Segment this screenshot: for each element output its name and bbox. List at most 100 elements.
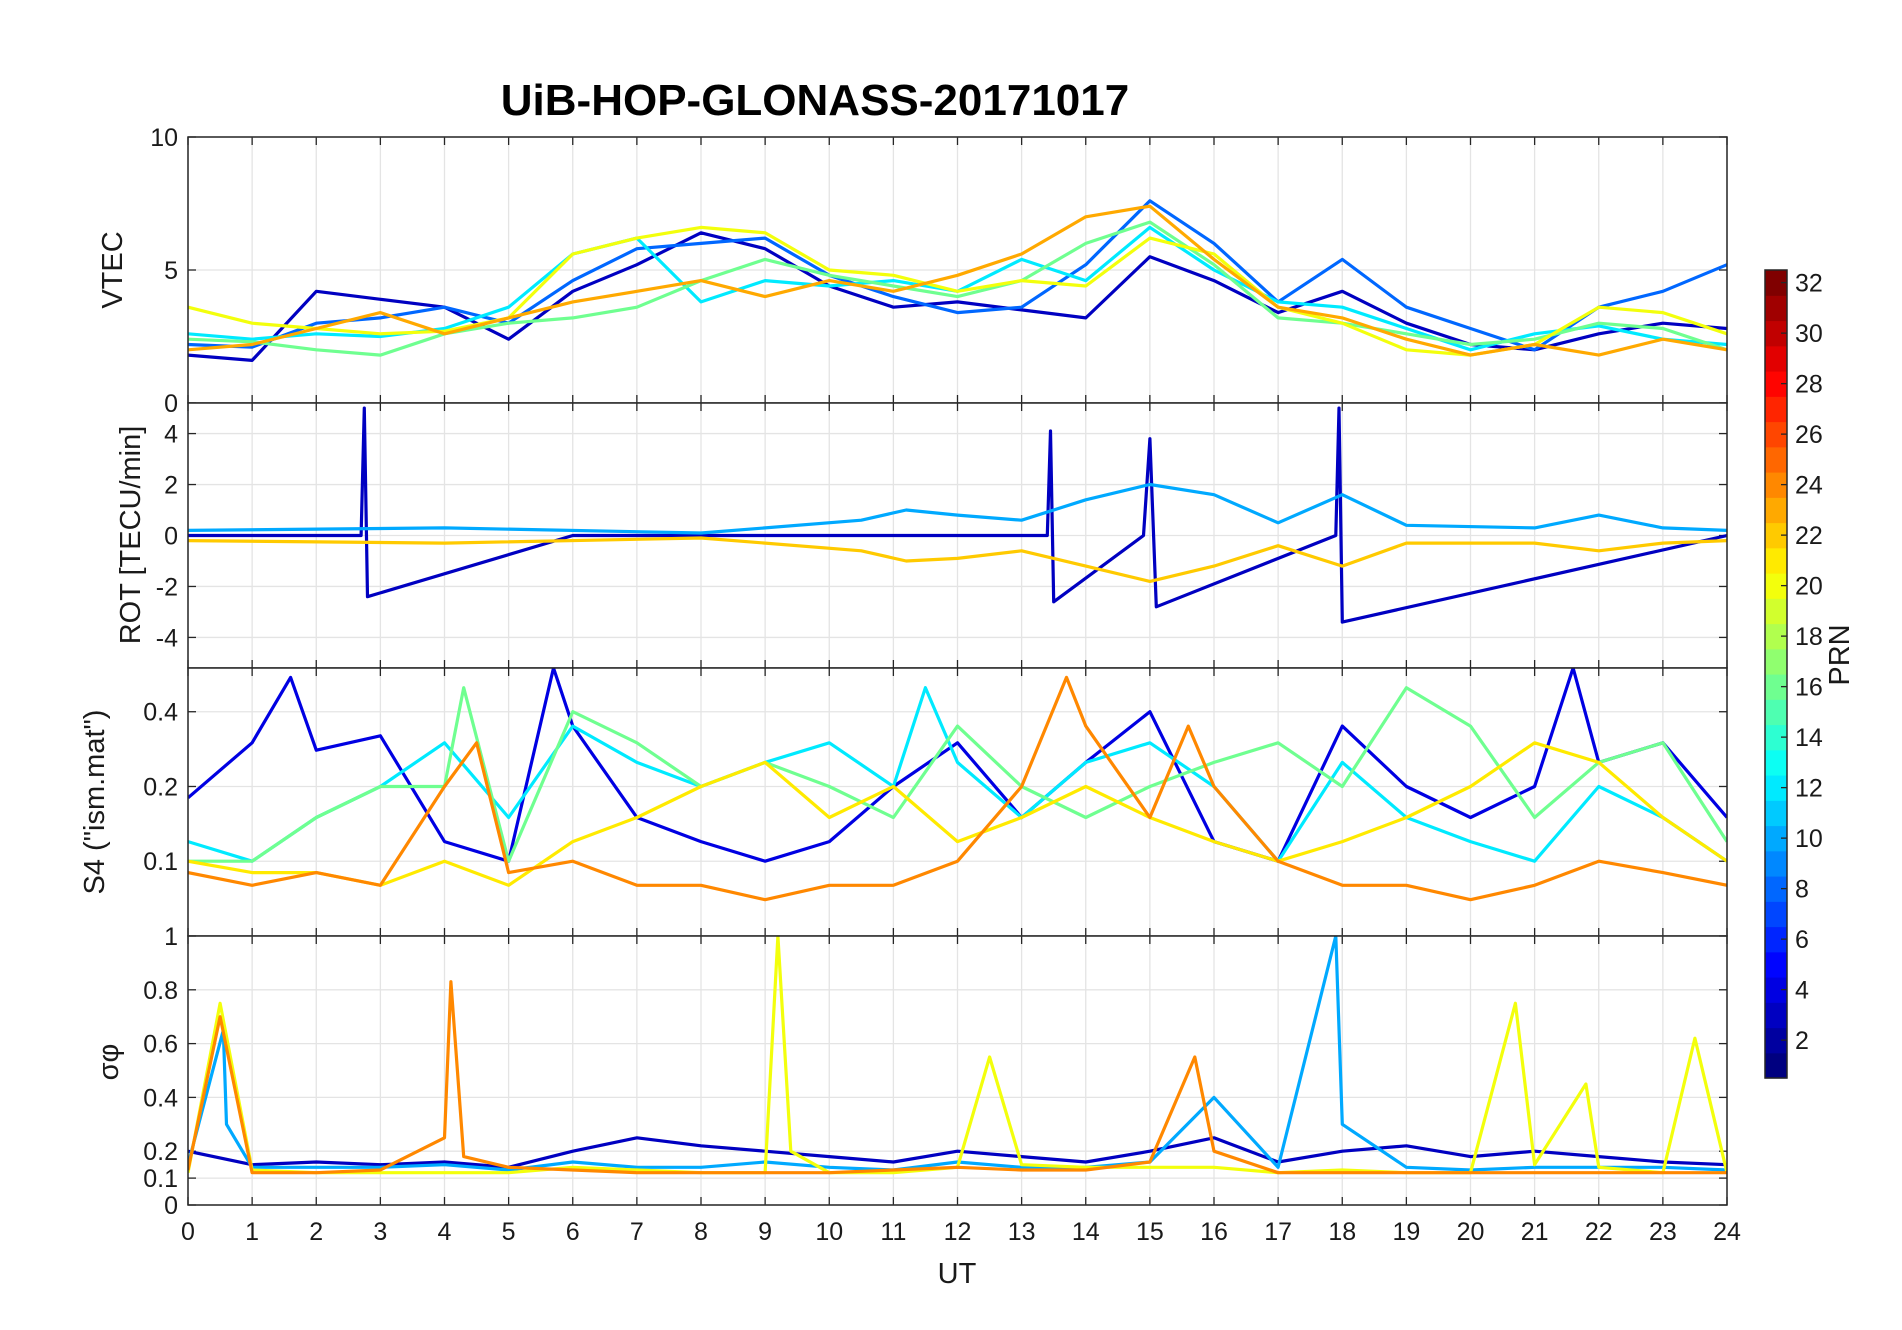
colorbar-segment: [1765, 522, 1787, 549]
colorbar-tick-label: 28: [1795, 371, 1823, 399]
colorbar-segment: [1765, 825, 1787, 852]
colorbar-segment: [1765, 977, 1787, 1003]
colorbar-tick-label: 14: [1795, 724, 1823, 752]
colorbar-tick-label: 12: [1795, 775, 1823, 803]
series-line-prn-10: [188, 482, 1727, 535]
x-tick-label: 1: [245, 1218, 259, 1246]
x-tick-label: 22: [1585, 1218, 1613, 1246]
colorbar-tick-label: 26: [1795, 421, 1823, 449]
y-tick-label: 0.2: [143, 1138, 178, 1166]
colorbar-segment: [1765, 901, 1787, 928]
x-tick-label: 7: [630, 1218, 644, 1246]
x-tick-label: 23: [1649, 1218, 1677, 1246]
colorbar-segment: [1765, 749, 1787, 776]
colorbar-tick-label: 32: [1795, 270, 1823, 298]
colorbar-tick-label: 22: [1795, 522, 1823, 550]
y-tick-label: 0.6: [143, 1031, 178, 1059]
series-group: [188, 199, 1727, 362]
colorbar-segment: [1765, 547, 1787, 574]
x-tick-label: 3: [373, 1218, 387, 1246]
y-axis-label: σφ: [93, 1044, 125, 1081]
x-tick-label: 20: [1457, 1218, 1485, 1246]
colorbar-tick-label: 18: [1795, 623, 1823, 651]
colorbar-segment: [1765, 648, 1787, 675]
colorbar-segment: [1765, 598, 1787, 625]
series-line-prn-10: [188, 936, 1727, 1172]
y-tick-label: 0.1: [143, 848, 178, 876]
colorbar-segment: [1765, 472, 1787, 498]
colorbar-segment: [1765, 926, 1787, 953]
colorbar-segment: [1765, 396, 1787, 423]
x-tick-label: 14: [1072, 1218, 1100, 1246]
panel-vtec: 0 5 10 VTEC: [97, 124, 1728, 418]
x-tick-label: 24: [1713, 1218, 1741, 1246]
colorbar-tick-label: 16: [1795, 674, 1823, 702]
x-tick-label: 6: [566, 1218, 580, 1246]
x-axis-label: UT: [938, 1258, 977, 1290]
y-tick-label: 4: [164, 421, 178, 449]
colorbar-label: PRN: [1824, 624, 1856, 685]
series-line-prn-23: [188, 204, 1727, 357]
series-line-prn-12: [188, 686, 1727, 863]
x-tick-label: 9: [758, 1218, 772, 1246]
colorbar-segment: [1765, 623, 1787, 650]
y-tick-label: 0.4: [143, 699, 178, 727]
series-group: [188, 936, 1727, 1175]
x-tick-label: 11: [880, 1218, 906, 1246]
y-tick-label: -2: [156, 573, 178, 601]
colorbar-tick-label: 8: [1795, 876, 1809, 904]
colorbar-segment: [1765, 951, 1787, 978]
x-tick-label: 17: [1264, 1218, 1292, 1246]
colorbar-tick-label: 2: [1795, 1027, 1809, 1055]
y-tick-label: 0: [164, 390, 178, 418]
x-tick-label: 5: [502, 1218, 516, 1246]
colorbar-segment: [1765, 1052, 1787, 1079]
axes-frame: [187, 935, 1728, 1206]
y-tick-label: 0.8: [143, 977, 178, 1005]
x-tick-label: 21: [1521, 1218, 1549, 1246]
colorbar-segment: [1765, 876, 1787, 902]
colorbar-segment: [1765, 699, 1787, 726]
colorbar-tick-label: 24: [1795, 472, 1823, 500]
chart-title: UiB-HOP-GLONASS-20171017: [501, 76, 1129, 125]
colorbar-segment: [1765, 497, 1787, 524]
colorbar-segment: [1765, 674, 1787, 700]
colorbar-tick-label: 4: [1795, 977, 1809, 1005]
series-line-prn-22: [188, 536, 1727, 583]
x-tick-label: 12: [944, 1218, 972, 1246]
colorbar-segment: [1765, 371, 1787, 397]
x-tick-label: 19: [1392, 1218, 1420, 1246]
y-axis-label: VTEC: [97, 231, 129, 308]
x-tick-label: 18: [1328, 1218, 1356, 1246]
colorbar-frame: [1764, 269, 1788, 1079]
panel-s4: 0.1 0.2 0.4 S4 ("ism.mat"): [79, 667, 1728, 937]
series-line-prn-20: [188, 936, 1727, 1175]
colorbar-tick-label: 6: [1795, 926, 1809, 954]
colorbar-segment: [1765, 800, 1787, 827]
colorbar-segment: [1765, 270, 1787, 296]
colorbar-segment: [1765, 446, 1787, 473]
series-line-prn-8: [188, 199, 1727, 352]
x-tick-label: 15: [1136, 1218, 1164, 1246]
y-axis-label: ROT [TECU/min]: [115, 426, 147, 645]
colorbar-segment: [1765, 295, 1787, 322]
x-tick-label: 10: [815, 1218, 843, 1246]
panel-rot: -4 -2 0 2 4 ROT [TECU/min]: [115, 402, 1728, 669]
colorbar-tick-label: 30: [1795, 320, 1823, 348]
series-line-prn-3: [188, 406, 1727, 624]
x-tick-label: 13: [1008, 1218, 1036, 1246]
series-line-prn-21: [188, 741, 1727, 887]
y-tick-label: 5: [164, 257, 178, 285]
series-line-prn-3: [188, 1136, 1727, 1169]
y-tick-label: -4: [156, 624, 178, 652]
series-group: [188, 406, 1727, 624]
y-tick-label: 0: [164, 523, 178, 551]
colorbar-segment: [1765, 573, 1787, 599]
series-line-prn-24: [188, 980, 1727, 1175]
y-tick-label: 0: [164, 1192, 178, 1220]
series-line-prn-24: [188, 675, 1727, 902]
x-tick-label: 8: [694, 1218, 708, 1246]
y-axis-label: S4 ("ism.mat"): [79, 710, 111, 895]
